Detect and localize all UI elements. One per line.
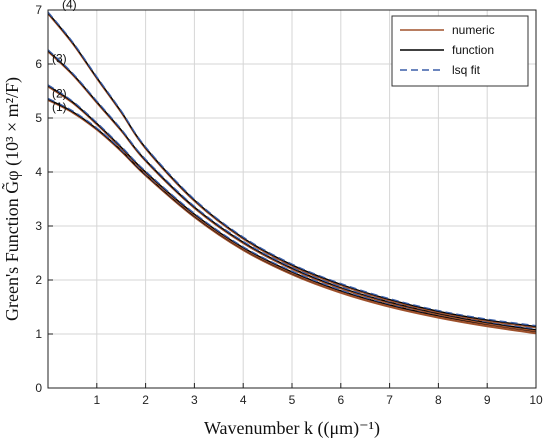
curves (47, 11, 537, 335)
x-tick-label: 4 (240, 393, 247, 407)
x-tick-label: 2 (142, 393, 149, 407)
function-curve-2 (47, 85, 537, 332)
x-tick-label: 8 (435, 393, 442, 407)
numeric-curve-1 (47, 99, 537, 335)
curve-label-2: (2) (52, 87, 67, 101)
x-tick-label: 9 (484, 393, 491, 407)
x-tick-label: 5 (289, 393, 296, 407)
numeric-curve-2 (47, 86, 537, 334)
y-tick-label: 6 (35, 57, 42, 71)
y-tick-label: 1 (35, 327, 42, 341)
legend: numeric function lsq fit (391, 15, 529, 87)
legend-label-1: numeric (452, 23, 495, 37)
y-axis-title: Green's Function G̃φ (10³ × m²/F) (0, 77, 23, 321)
x-tick-label: 10 (529, 393, 543, 407)
legend-label-3: lsq fit (452, 63, 481, 77)
y-tick-label: 0 (35, 381, 42, 395)
lsq-fit-curve-4 (47, 11, 537, 327)
y-tick-label: 7 (35, 3, 42, 17)
legend-box (391, 15, 529, 87)
x-tick-label: 3 (191, 393, 198, 407)
numeric-curve-4 (47, 13, 537, 329)
curve-label-3: (3) (52, 52, 67, 66)
y-tick-label: 3 (35, 219, 42, 233)
curve-label-4: (4) (62, 0, 77, 12)
y-tick-label: 2 (35, 273, 42, 287)
curve-labels: (1)(2) (3) (4) (52, 0, 77, 114)
x-tick-label: 6 (337, 393, 344, 407)
y-tick-label: 5 (35, 111, 42, 125)
y-tick-label: 4 (35, 165, 42, 179)
ticks: 1 2 3 4 5 6 7 8 9 10 0 1 2 3 4 5 6 7 (35, 3, 543, 407)
numeric-curve-3 (47, 51, 537, 332)
curve-label-1: (1) (52, 100, 67, 114)
x-tick-label: 7 (386, 393, 393, 407)
x-tick-label: 1 (93, 393, 100, 407)
legend-label-2: function (452, 43, 494, 57)
x-axis-title: Wavenumber k ((μm)⁻¹) (204, 418, 380, 439)
lsq-fit-curve-3 (47, 49, 537, 330)
